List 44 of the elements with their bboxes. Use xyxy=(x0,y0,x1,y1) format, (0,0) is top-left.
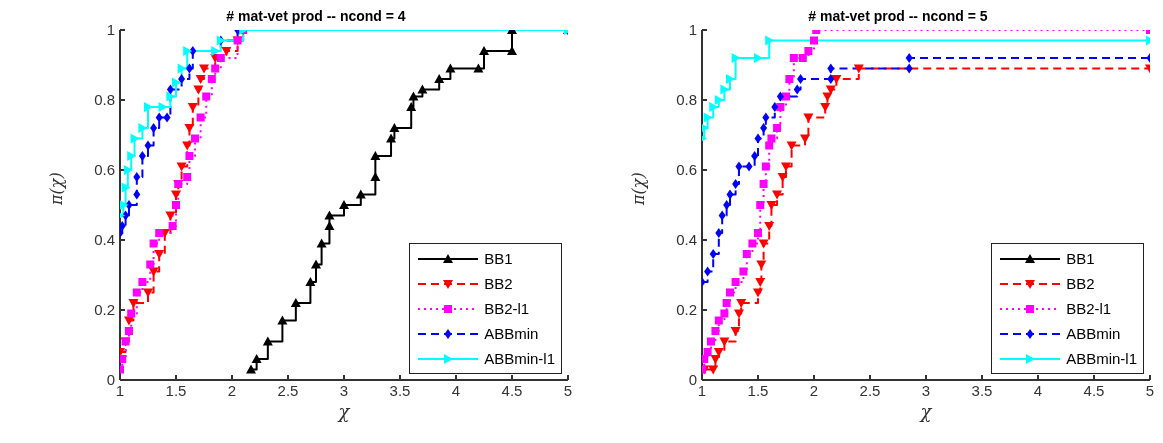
legend-label: BB2 xyxy=(1066,275,1095,292)
legend-label: BB1 xyxy=(484,250,513,267)
legend-label: ABBmin-l1 xyxy=(484,350,555,367)
x-tick-label: 2 xyxy=(809,381,819,399)
legend-label: BB2-l1 xyxy=(484,300,530,317)
x-axis-title: χ xyxy=(918,401,933,422)
y-tick-label: 0.8 xyxy=(676,91,697,109)
x-tick-label: 4.5 xyxy=(501,381,523,399)
y-tick-label: 0.8 xyxy=(94,91,115,109)
x-tick-label: 3 xyxy=(339,381,349,399)
y-tick-label: 0.6 xyxy=(94,161,115,179)
x-tick-label: 3.5 xyxy=(389,381,411,399)
x-tick-label: 4 xyxy=(1033,381,1043,399)
legend-label: ABBmin xyxy=(484,325,539,342)
y-tick-label: 0.4 xyxy=(94,231,115,249)
legend-label: BB2-l1 xyxy=(1066,300,1112,317)
legend-label: ABBmin xyxy=(1066,325,1121,342)
x-tick-label: 2.5 xyxy=(859,381,881,399)
legend-label: BB2 xyxy=(484,275,513,292)
y-tick-label: 1 xyxy=(688,21,697,39)
x-tick-label: 1.5 xyxy=(747,381,769,399)
y-axis-title: π(χ) xyxy=(628,172,648,206)
y-tick-label: 0.4 xyxy=(676,231,697,249)
x-tick-label: 2.5 xyxy=(277,381,299,399)
y-tick-label: 1 xyxy=(106,21,115,39)
x-tick-label: 4 xyxy=(451,381,461,399)
x-axis-title: χ xyxy=(336,401,351,422)
legend-label: ABBmin-l1 xyxy=(1066,350,1137,367)
x-tick-label: 3.5 xyxy=(971,381,993,399)
legend-label: BB1 xyxy=(1066,250,1095,267)
x-tick-label: 4.5 xyxy=(1083,381,1105,399)
y-tick-label: 0 xyxy=(688,371,697,389)
x-tick-label: 2 xyxy=(227,381,237,399)
x-tick-label: 1.5 xyxy=(165,381,187,399)
y-tick-label: 0.6 xyxy=(676,161,697,179)
y-tick-label: 0 xyxy=(106,371,115,389)
x-tick-label: 5 xyxy=(1145,381,1155,399)
x-tick-label: 3 xyxy=(921,381,931,399)
y-tick-label: 0.2 xyxy=(676,301,697,319)
x-tick-label: 5 xyxy=(563,381,573,399)
y-tick-label: 0.2 xyxy=(94,301,115,319)
chart-title: # mat-vet prod -- ncond = 5 xyxy=(808,8,988,24)
y-axis-title: π(χ) xyxy=(46,172,66,206)
chart-title: # mat-vet prod -- ncond = 4 xyxy=(226,8,406,24)
